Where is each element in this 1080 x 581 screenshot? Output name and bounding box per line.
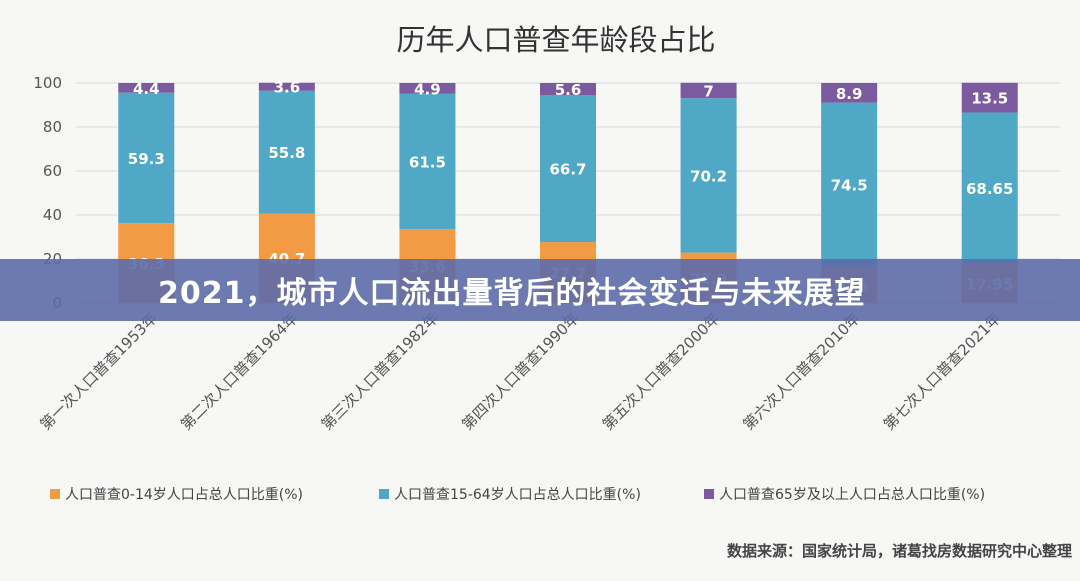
x-axis: 第一次人口普查1953年 第二次人口普查1964年 第三次人口普查1982年 第四次人…	[37, 309, 1005, 434]
x-tick-label: 第五次人口普查2000年	[599, 309, 724, 434]
bar-segment	[961, 82, 1018, 113]
x-tick-label: 第七次人口普查2021年	[880, 309, 1005, 434]
data-label: 66.7	[549, 161, 586, 179]
y-tick-label: 40	[43, 206, 62, 224]
legend: 人口普查0-14岁人口占总人口比重(%) 人口普查15-64岁人口占总人口比重(%…	[50, 487, 985, 503]
data-label: 74.5	[831, 177, 868, 195]
x-tick-label: 第三次人口普查1982年	[318, 309, 443, 434]
data-label: 5.6	[555, 81, 582, 99]
bar-segment	[821, 83, 878, 103]
y-tick-label: 60	[43, 162, 62, 180]
bar-segment	[258, 90, 315, 214]
y-axis: 020406080100	[33, 74, 62, 312]
bar-segment	[258, 82, 315, 91]
bar-segment	[399, 83, 456, 94]
bar-segment	[118, 83, 175, 93]
data-label: 3.6	[274, 79, 301, 97]
bar-segment	[680, 98, 737, 253]
data-label: 7	[703, 82, 713, 100]
x-tick-label: 第四次人口普查1990年	[458, 309, 583, 434]
data-label: 68.65	[966, 180, 1013, 198]
data-label: 8.9	[836, 85, 863, 103]
chart-title: 历年人口普查年龄段占比	[396, 23, 715, 57]
bar-segment	[680, 82, 737, 99]
legend-label: 人口普查15-64岁人口占总人口比重(%)	[394, 487, 641, 503]
headline-text: 2021，城市人口流出量背后的社会变迁与未来展望	[158, 276, 866, 311]
y-tick-label: 100	[33, 74, 62, 92]
y-tick-label: 80	[43, 118, 62, 136]
bar-segment	[961, 112, 1018, 264]
data-label: 59.3	[128, 150, 165, 168]
legend-swatch	[704, 489, 714, 499]
bar-segment	[118, 92, 175, 224]
legend-label: 人口普查0-14岁人口占总人口比重(%)	[65, 487, 303, 503]
bar-segment	[540, 95, 596, 243]
data-label: 13.5	[971, 90, 1008, 108]
x-tick-label: 第一次人口普查1953年	[37, 309, 162, 434]
source-note: 数据来源：国家统计局，诸葛找房数据研究中心整理	[727, 542, 1072, 560]
bar-segment	[821, 102, 878, 267]
legend-swatch	[50, 489, 60, 499]
data-label: 4.4	[133, 80, 160, 98]
bar-segment	[540, 83, 596, 96]
bar-segment	[399, 93, 456, 230]
legend-swatch	[379, 489, 389, 499]
data-label: 4.9	[414, 80, 441, 98]
x-tick-label: 第六次人口普查2010年	[739, 309, 864, 434]
x-tick-label: 第二次人口普查1964年	[177, 309, 302, 434]
legend-label: 人口普查65岁及以上人口占总人口比重(%)	[719, 487, 985, 503]
data-label: 61.5	[409, 153, 446, 171]
data-label: 55.8	[268, 144, 305, 162]
headline-banner: 2021，城市人口流出量背后的社会变迁与未来展望	[0, 259, 1080, 321]
data-label: 70.2	[690, 167, 727, 185]
